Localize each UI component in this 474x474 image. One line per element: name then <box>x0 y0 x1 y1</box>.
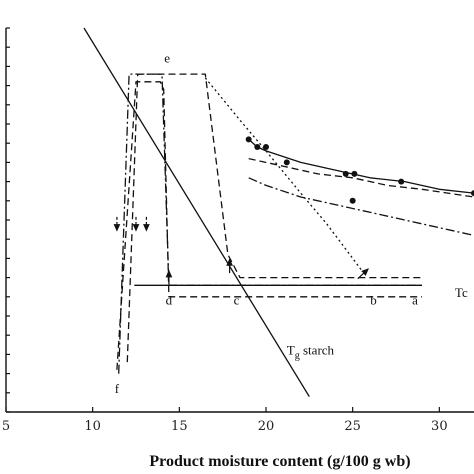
data-point <box>471 190 474 197</box>
x-tick-label: 5 <box>2 419 10 434</box>
data-point <box>349 197 356 204</box>
series-layer <box>83 27 474 397</box>
x-tick-label: 20 <box>258 419 275 434</box>
data-point <box>254 144 261 151</box>
series-line <box>116 81 422 370</box>
series-line <box>248 177 474 237</box>
x-tick-label: 10 <box>84 419 101 434</box>
x-tick-label: 25 <box>344 419 361 434</box>
y-ticks <box>6 27 10 413</box>
data-point <box>351 170 358 177</box>
series-line <box>248 157 474 198</box>
series-line <box>248 138 474 194</box>
x-tick-label: 15 <box>171 419 188 434</box>
point-label: f <box>115 381 120 396</box>
x-axis-label: Product moisture content (g/100 g wb) <box>149 453 410 470</box>
arrow <box>357 268 369 280</box>
x-ticks: 5 10 15 20 25 30 <box>2 407 448 434</box>
data-point <box>245 136 252 143</box>
data-point <box>263 144 269 151</box>
curve-label: Tc <box>455 285 468 300</box>
series-line <box>204 77 362 271</box>
x-tick-label: 30 <box>431 419 448 434</box>
series-line <box>118 73 422 374</box>
arrows-layer <box>113 216 369 285</box>
curve-label: Tg starch <box>287 342 335 361</box>
series-line <box>126 73 422 363</box>
point-label: a <box>412 292 418 307</box>
point-label: d <box>166 292 173 307</box>
point-label: b <box>370 292 377 307</box>
series-line <box>83 27 310 397</box>
data-point <box>398 178 405 185</box>
labels-layer: e d c b a f Tg starch Tc <box>115 51 468 396</box>
point-label: e <box>164 51 170 66</box>
points-layer <box>245 136 474 204</box>
data-point <box>283 159 290 166</box>
data-point <box>342 170 349 177</box>
point-label: c <box>234 292 240 307</box>
